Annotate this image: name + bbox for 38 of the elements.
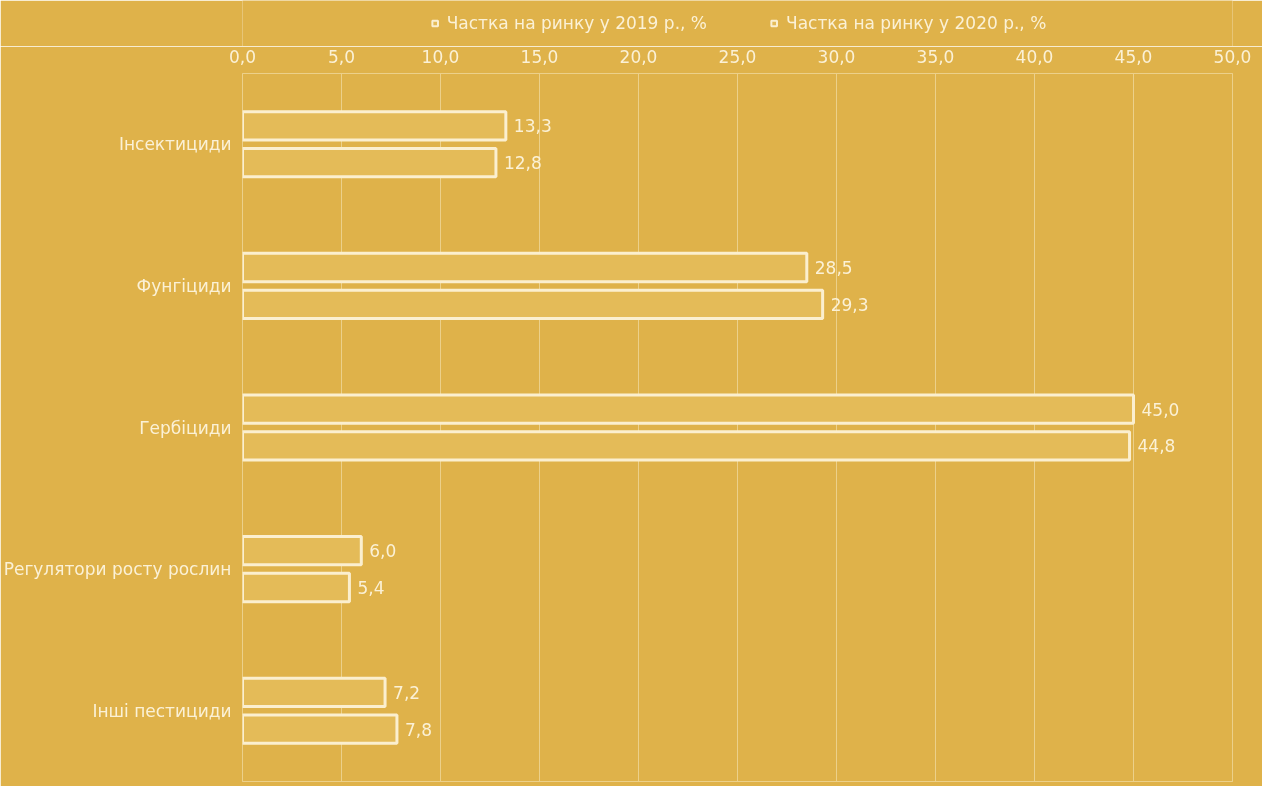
data-label: 13,3	[513, 116, 552, 137]
x-tick-label: 30,0	[817, 46, 856, 67]
x-tick-label: 35,0	[916, 46, 955, 67]
y-tick-label: Гербіциди	[139, 417, 232, 438]
y-tick-label: Регулятори росту рослин	[3, 559, 232, 580]
bar	[242, 535, 363, 567]
bar	[242, 430, 1132, 462]
y-tick-label: Інші пестициди	[92, 700, 232, 721]
bar	[242, 147, 498, 179]
x-tick-label: 0,0	[228, 46, 257, 67]
x-tick-label: 45,0	[1114, 46, 1153, 67]
y-tick-label: Інсектициди	[118, 134, 232, 155]
data-label: 5,4	[357, 578, 385, 599]
data-label: 6,0	[369, 541, 397, 562]
x-tick-label: 20,0	[619, 46, 658, 67]
data-label: 12,8	[503, 153, 542, 174]
x-tick-label: 50,0	[1213, 46, 1252, 67]
bar	[242, 393, 1135, 425]
data-label: 44,8	[1137, 436, 1176, 457]
x-tick-label: 25,0	[718, 46, 757, 67]
legend-label: Частка на ринку у 2020 р., %	[786, 13, 1047, 33]
data-label: 45,0	[1141, 399, 1180, 420]
bar	[242, 571, 351, 604]
x-tick-label: 40,0	[1015, 46, 1054, 67]
bar	[242, 288, 825, 320]
data-label: 7,8	[404, 719, 432, 740]
data-label: 7,2	[393, 682, 421, 703]
bar	[242, 713, 399, 745]
bar	[242, 110, 508, 142]
bar	[242, 676, 387, 708]
y-tick-label: Фунгіциди	[136, 275, 232, 296]
x-tick-label: 15,0	[520, 46, 559, 67]
legend-label: Частка на ринку у 2019 р., %	[446, 13, 707, 33]
data-label: 29,3	[830, 294, 869, 315]
x-tick-label: 5,0	[327, 46, 356, 67]
x-tick-label: 10,0	[421, 46, 460, 67]
data-label: 28,5	[814, 257, 853, 278]
bar	[242, 251, 809, 284]
